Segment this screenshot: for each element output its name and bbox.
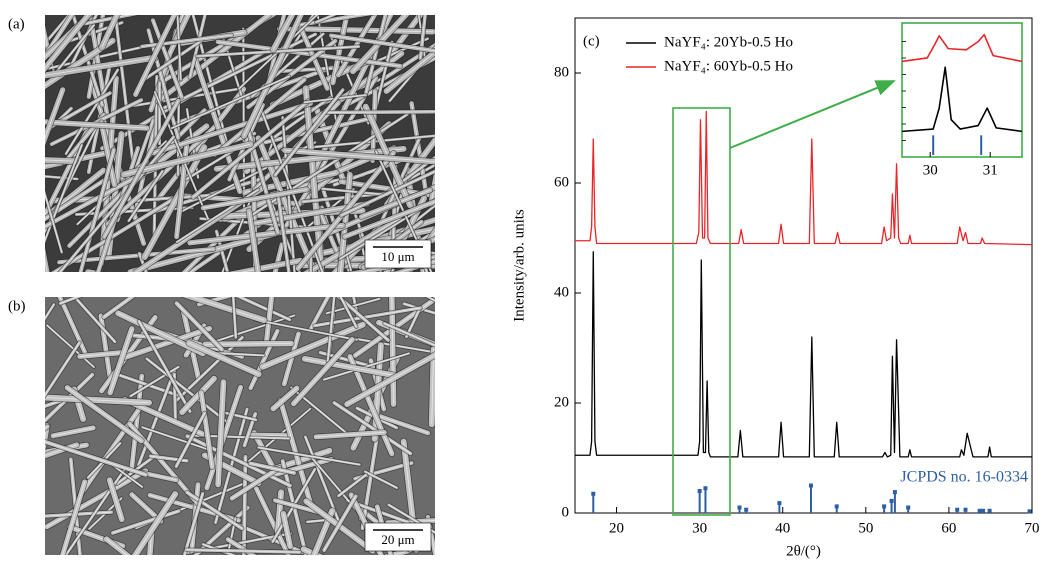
rod <box>68 562 121 565</box>
rod <box>250 274 404 296</box>
rod <box>441 454 444 569</box>
x-tick-label: 40 <box>775 520 790 536</box>
rod <box>33 213 36 363</box>
rod <box>0 0 142 15</box>
rod <box>88 272 234 300</box>
y-axis-label: Intensity/arb. units <box>511 209 527 322</box>
rod <box>33 213 36 363</box>
reference-cap <box>703 486 707 490</box>
reference-label: JCPDS no. 16-0334 <box>900 469 1028 486</box>
y-tick-label: 20 <box>554 394 569 410</box>
rod <box>309 280 475 297</box>
reference-cap <box>964 508 968 512</box>
rod <box>24 97 37 260</box>
rod <box>88 272 234 300</box>
rod <box>448 528 451 569</box>
reference-cap <box>893 490 897 494</box>
rod <box>15 427 48 450</box>
y-tick-label: 40 <box>554 284 569 300</box>
reference-cap <box>988 509 992 513</box>
x-tick-label: 70 <box>1025 520 1040 536</box>
reference-cap <box>809 484 813 488</box>
reference-cap <box>981 509 985 513</box>
rod <box>448 528 451 569</box>
rod <box>448 528 451 569</box>
scale-bar-label: 10 μm <box>381 249 414 264</box>
reference-cap <box>698 489 702 493</box>
reference-cap <box>777 501 781 505</box>
reference-cap <box>738 506 742 510</box>
x-tick-label: 30 <box>692 520 707 536</box>
rod <box>15 427 48 450</box>
zoom-arrow <box>730 81 894 148</box>
rod <box>68 562 121 565</box>
inset: 30 31 <box>902 23 1022 178</box>
panel-label: (b) <box>8 298 26 314</box>
inset-frame <box>902 23 1022 157</box>
rod <box>309 280 475 297</box>
figure: (a) (b) 10 μm 20 μm 20 30 40 50 60 70 0 20 40 60 8… <box>0 0 1044 569</box>
y-tick-label: 80 <box>554 64 569 80</box>
rod <box>0 0 142 15</box>
y-tick-label: 60 <box>554 174 569 190</box>
scale-bar-label: 20 μm <box>381 532 414 547</box>
series-line <box>575 252 1032 457</box>
inset-x-tick-label: 30 <box>923 162 938 178</box>
inset-x-tick-label: 31 <box>983 162 998 178</box>
x-tick-label: 60 <box>941 520 956 536</box>
reference-cap <box>955 508 959 512</box>
reference-cap <box>890 499 894 503</box>
rod <box>88 272 234 300</box>
rod <box>24 97 37 260</box>
rod <box>33 213 36 363</box>
reference-cap <box>1028 509 1032 513</box>
chart: 20 30 40 50 60 70 0 20 40 60 80 2θ/(°) Intensity/arb… <box>511 18 1039 559</box>
panel-label: (c) <box>583 33 600 49</box>
reference-cap <box>835 504 839 508</box>
reference-cap <box>744 508 748 512</box>
rod <box>0 0 142 15</box>
x-axis-label: 2θ/(°) <box>786 543 821 559</box>
reference-cap <box>591 492 595 496</box>
reference-cap <box>882 504 886 508</box>
x-tick-label: 50 <box>858 520 873 536</box>
rod <box>250 274 404 296</box>
legend-label: NaYF₄: 20Yb-0.5 Ho <box>664 34 793 50</box>
x-tick-label: 20 <box>609 520 624 536</box>
rod <box>441 454 444 569</box>
rod <box>15 427 48 450</box>
rod <box>309 280 475 297</box>
rod <box>24 97 37 260</box>
rod <box>68 562 121 565</box>
reference-cap <box>906 506 910 510</box>
legend-label: NaYF₄: 60Yb-0.5 Ho <box>664 58 793 74</box>
page: {"panels": [{"label": "(a)", "scale_bar"… <box>0 0 1044 569</box>
rod <box>441 342 444 415</box>
rod <box>250 274 404 296</box>
rod <box>441 342 444 415</box>
y-tick-label: 0 <box>562 504 570 520</box>
panel-label: (a) <box>8 16 25 32</box>
rod <box>441 454 444 569</box>
rod <box>441 342 444 415</box>
